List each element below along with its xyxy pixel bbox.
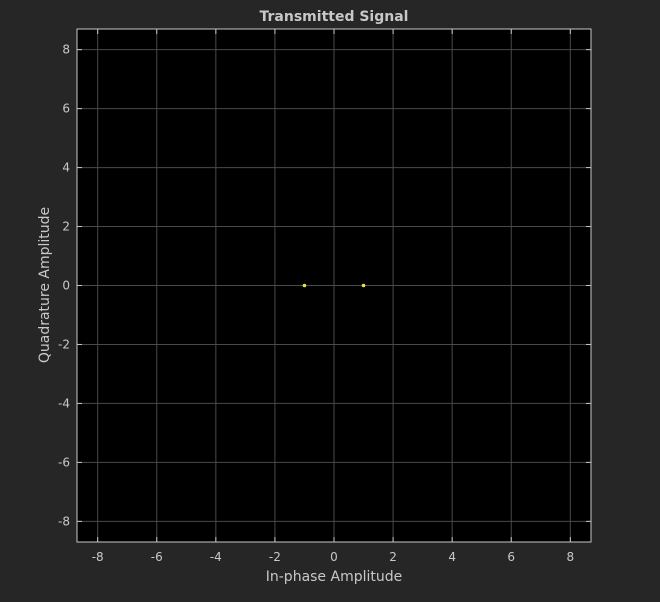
x-tick-label: -2 (269, 550, 281, 564)
y-tick-label: 2 (62, 220, 70, 234)
x-tick-label: 6 (507, 550, 515, 564)
axes-frame (76, 28, 592, 543)
tick-labels: -8 -6 -4 -2 0 2 4 6 8 -8 -6 -4 -2 0 2 4 6 8 (58, 43, 574, 564)
y-tick-label: -8 (58, 514, 70, 528)
x-tick-label: 8 (567, 550, 575, 564)
x-tick-label: -4 (210, 550, 222, 564)
chart-title: Transmitted Signal (260, 9, 409, 25)
x-tick-label: 0 (330, 550, 338, 564)
y-tick-label: 4 (62, 161, 70, 175)
y-axis-label: Quadrature Amplitude (37, 207, 53, 363)
y-tick-label: 0 (62, 279, 70, 293)
grid-lines (77, 29, 591, 542)
y-tick-label: 8 (62, 43, 70, 57)
y-tick-label: -6 (58, 455, 70, 469)
data-point (302, 283, 307, 288)
data-point (361, 283, 366, 288)
data-markers (302, 283, 366, 288)
x-tick-label: -8 (92, 550, 104, 564)
y-tick-label: 6 (62, 102, 70, 116)
y-tick-label: -2 (58, 337, 70, 351)
y-tick-label: -4 (58, 396, 70, 410)
x-axis-label: In-phase Amplitude (266, 569, 403, 585)
axis-ticks (77, 29, 591, 542)
x-tick-label: 2 (389, 550, 397, 564)
x-tick-label: 4 (448, 550, 456, 564)
x-tick-label: -6 (151, 550, 163, 564)
